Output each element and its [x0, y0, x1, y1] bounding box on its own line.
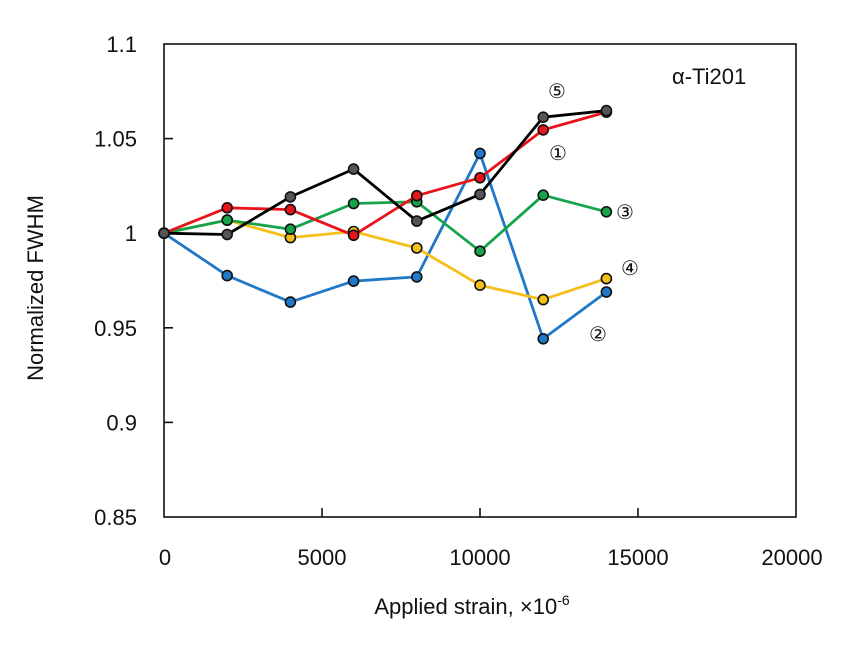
data-point-series-1: [221, 202, 233, 214]
data-point-series-5: [410, 215, 423, 227]
series-label-1: ①: [549, 141, 567, 165]
x-tick-label: 10000: [449, 545, 510, 570]
data-point-series-3: [474, 245, 486, 257]
data-point-series-4: [410, 242, 423, 254]
x-axis-title: Applied strain, ×10-6: [374, 592, 570, 619]
series-points: [158, 104, 613, 345]
y-tick-label: 0.9: [106, 410, 137, 435]
data-point-series-5: [600, 104, 613, 117]
series-label-3: ③: [616, 200, 634, 224]
y-tick-label: 1.05: [94, 127, 137, 152]
data-point-series-1: [284, 203, 297, 216]
data-point-series-5: [347, 163, 360, 175]
x-axis-ticks: 0 5000 10000 15000 20000: [159, 508, 823, 570]
series-label-5: ⑤: [548, 79, 566, 103]
data-point-series-5: [474, 188, 486, 201]
data-point-series-5: [537, 111, 550, 123]
data-point-series-5: [158, 227, 170, 239]
data-point-series-5: [284, 191, 297, 203]
data-point-series-3: [537, 189, 550, 201]
y-tick-label: 1.1: [106, 32, 137, 57]
x-tick-label: 20000: [761, 545, 822, 570]
data-point-series-3: [284, 223, 297, 235]
y-axis-ticks: 0.85 0.9 0.95 1 1.05 1.1: [94, 32, 173, 530]
x-axis-title-main: Applied strain, ×10: [374, 594, 557, 619]
data-point-series-4: [600, 272, 613, 285]
y-axis-title: Normalized FWHM: [23, 195, 48, 381]
data-point-series-1: [347, 229, 360, 242]
y-tick-label: 0.95: [94, 316, 137, 341]
data-point-series-2: [410, 271, 423, 283]
y-tick-label: 0.85: [94, 505, 137, 530]
series-line-1: [163, 110, 607, 237]
y-tick-label: 1: [125, 221, 137, 246]
x-tick-label: 0: [159, 545, 171, 570]
data-point-series-2: [284, 296, 297, 308]
data-point-series-1: [537, 124, 550, 136]
series-line-3: [163, 193, 607, 253]
data-point-series-4: [537, 293, 550, 306]
data-point-series-1: [410, 189, 423, 202]
data-point-series-5: [221, 228, 233, 241]
data-point-series-2: [537, 332, 550, 345]
data-point-series-4: [474, 279, 486, 292]
x-tick-label: 15000: [607, 545, 668, 570]
data-point-series-3: [347, 197, 360, 210]
data-point-series-2: [221, 269, 233, 282]
series-label-2: ②: [589, 322, 607, 346]
series-line-2: [163, 151, 608, 341]
data-point-series-2: [347, 275, 360, 287]
series-lines: [163, 109, 608, 341]
series-line-5: [163, 109, 607, 236]
data-point-series-3: [600, 206, 613, 218]
data-point-series-2: [600, 286, 613, 298]
data-point-series-2: [474, 147, 486, 160]
x-axis-title-exponent: -6: [557, 592, 570, 608]
series-label-4: ④: [621, 256, 639, 280]
data-point-series-1: [474, 172, 486, 184]
annotation-label: α-Ti201: [672, 64, 746, 89]
x-tick-label: 5000: [298, 545, 347, 570]
data-point-series-3: [221, 214, 233, 226]
